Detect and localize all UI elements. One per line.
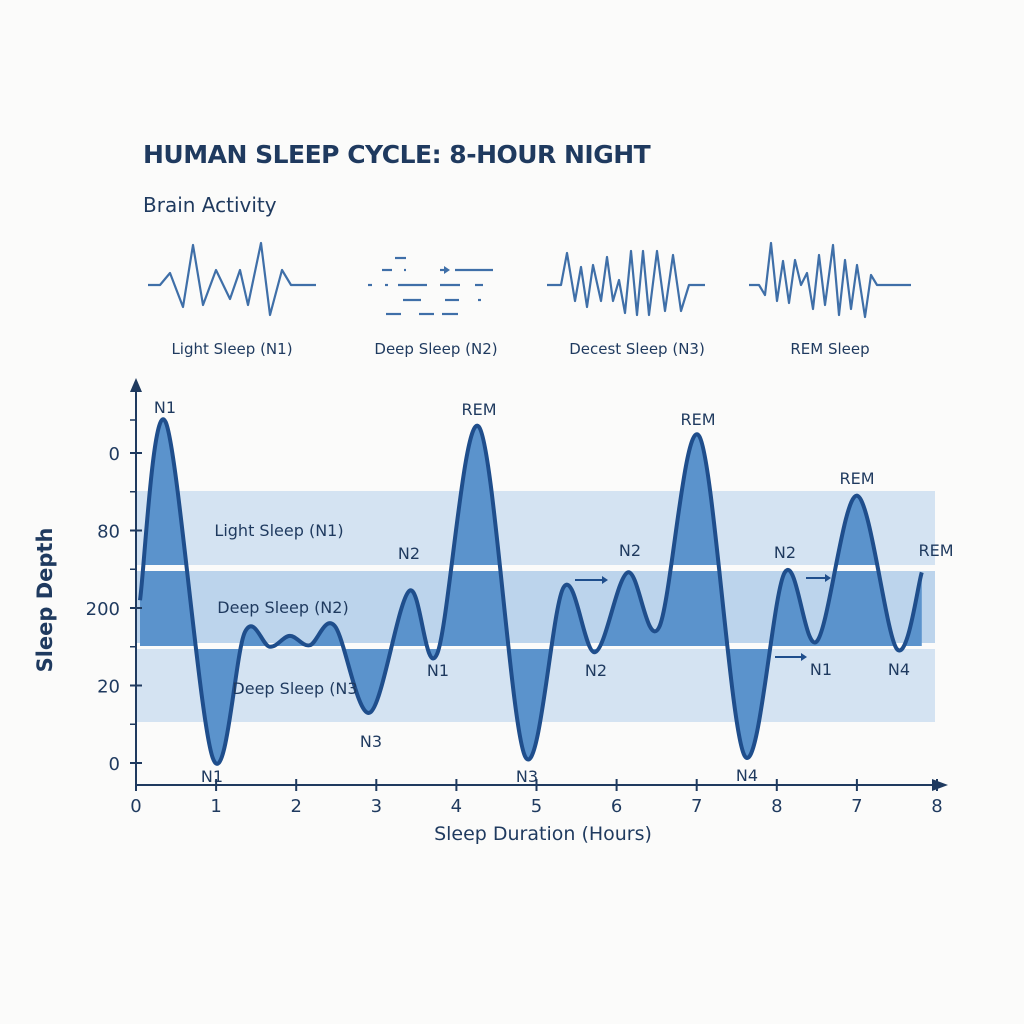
stage-label: N1: [154, 398, 176, 417]
x-tick-label: 3: [371, 796, 382, 817]
x-tick-label: 8: [771, 796, 782, 817]
arrow-right-icon: [775, 653, 807, 661]
stage-label: REM: [918, 541, 953, 560]
y-tick-label: 20: [97, 677, 120, 698]
arrow-right-icon: [806, 574, 831, 582]
sleep-depth-curve: [138, 417, 924, 766]
x-tick-label: 0: [130, 796, 141, 817]
stage-label: N4: [888, 660, 910, 679]
x-tick-label: 2: [290, 796, 301, 817]
x-tick-label: 4: [451, 796, 462, 817]
x-tick-label: 7: [691, 796, 702, 817]
band-label-light-sleep: Light Sleep (N1): [214, 521, 343, 540]
waveform-label-deepest-sleep: Decest Sleep (N3): [569, 340, 705, 358]
x-axis-title: Sleep Duration (Hours): [434, 823, 652, 845]
stage-label: N1: [201, 767, 223, 786]
stage-label: N1: [810, 660, 832, 679]
rem-sleep-waveform-icon: [749, 241, 911, 319]
stage-label: N2: [585, 661, 607, 680]
band-light-sleep: [136, 491, 935, 565]
stage-label: REM: [839, 469, 874, 488]
band-label-deep-sleep-n3: Deep Sleep (N3: [232, 679, 357, 698]
stage-label: N3: [516, 767, 538, 786]
x-tick-label: 7: [851, 796, 862, 817]
y-tick-label: 80: [97, 522, 120, 543]
x-tick-label: 6: [611, 796, 622, 817]
arrow-head-icon: [444, 266, 450, 274]
stage-label: N4: [736, 766, 758, 785]
deep-sleep-dashes-icon: [368, 256, 493, 316]
area-fill-n3: [195, 649, 902, 764]
y-axis-title: Sleep Depth: [33, 528, 57, 673]
deepest-sleep-waveform-icon: [547, 249, 705, 317]
brain-activity-heading: Brain Activity: [143, 193, 277, 217]
stage-label: N3: [360, 732, 382, 751]
stage-label: N2: [619, 541, 641, 560]
x-tick-label: 8: [931, 796, 942, 817]
band-label-deep-sleep-n2: Deep Sleep (N2): [217, 598, 348, 617]
waveform-label-light-sleep: Light Sleep (N1): [171, 340, 293, 358]
y-tick-label: 0: [109, 444, 120, 465]
y-axis-arrow-icon: [130, 378, 142, 392]
x-tick-label: 1: [210, 796, 221, 817]
area-fill-light: [140, 419, 922, 565]
light-sleep-waveform-icon: [148, 241, 316, 317]
y-tick-label: 0: [109, 754, 120, 775]
x-axis-arrow-icon: [932, 779, 948, 791]
x-tick-label: 5: [531, 796, 542, 817]
arrow-right-icon: [575, 576, 608, 584]
stage-label: N2: [398, 544, 420, 563]
waveform-label-rem-sleep: REM Sleep: [790, 340, 870, 358]
stage-label: N2: [774, 543, 796, 562]
y-tick-label: 200: [86, 599, 120, 620]
waveform-label-deep-sleep: Deep Sleep (N2): [374, 340, 498, 358]
stage-label: N1: [427, 661, 449, 680]
chart-title: HUMAN SLEEP CYCLE: 8-HOUR NIGHT: [143, 140, 651, 169]
waveform-icons: [148, 241, 911, 319]
stage-label: REM: [680, 410, 715, 429]
stage-label: REM: [461, 400, 496, 419]
